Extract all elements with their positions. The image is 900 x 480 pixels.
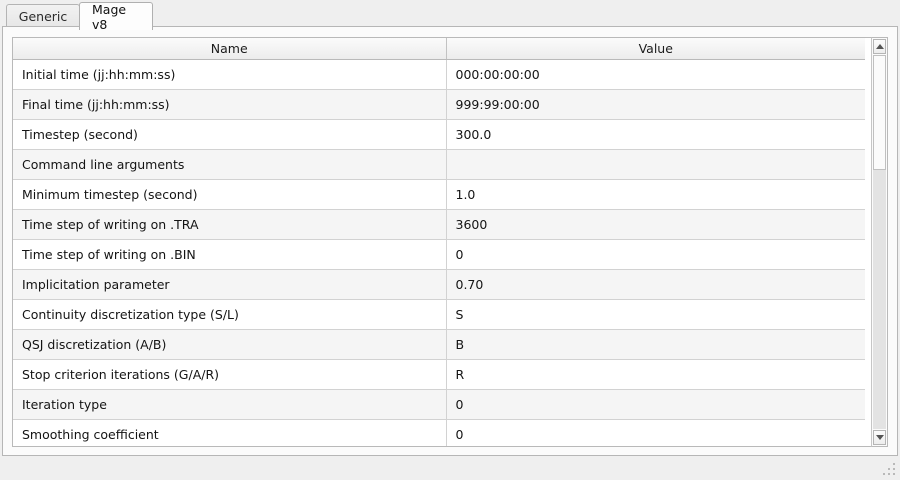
tab-bar: Generic Mage v8 xyxy=(2,1,898,32)
cell-name[interactable]: Command line arguments xyxy=(13,149,447,180)
tab-label: Generic xyxy=(18,9,68,24)
table-row[interactable]: Implicitation parameter 0.70 xyxy=(13,269,865,300)
vertical-scrollbar[interactable] xyxy=(871,37,888,447)
cell-value[interactable]: 999:99:00:00 xyxy=(446,89,865,120)
cell-name[interactable]: Implicitation parameter xyxy=(13,269,447,300)
table-row[interactable]: Time step of writing on .BIN 0 xyxy=(13,239,865,270)
cell-value[interactable]: 3600 xyxy=(446,209,865,240)
scrollbar-track[interactable] xyxy=(873,55,886,429)
cell-name[interactable]: Time step of writing on .BIN xyxy=(13,239,447,270)
table-header: Name Value xyxy=(13,38,865,60)
grip-dot xyxy=(888,468,890,470)
resize-grip-icon[interactable] xyxy=(881,461,897,477)
cell-name[interactable]: Initial time (jj:hh:mm:ss) xyxy=(13,59,447,90)
table-row[interactable]: Continuity discretization type (S/L) S xyxy=(13,299,865,330)
tab-label: Mage v8 xyxy=(92,1,127,32)
cell-name[interactable]: Final time (jj:hh:mm:ss) xyxy=(13,89,447,120)
table-row[interactable]: Iteration type 0 xyxy=(13,389,865,420)
table-row[interactable]: Smoothing coefficient 0 xyxy=(13,419,865,446)
table-row[interactable]: Command line arguments xyxy=(13,149,865,180)
triangle-up-icon xyxy=(875,44,884,49)
cell-value[interactable]: S xyxy=(446,299,865,330)
table-header-row: Name Value xyxy=(13,38,865,60)
cell-name[interactable]: Time step of writing on .TRA xyxy=(13,209,447,240)
parameters-table: Name Value Initial time (jj:hh:mm:ss) 000… xyxy=(13,38,865,446)
tab-mage-v8[interactable]: Mage v8 xyxy=(79,1,153,32)
table-row[interactable]: Final time (jj:hh:mm:ss) 999:99:00:00 xyxy=(13,89,865,120)
grip-dot xyxy=(893,473,895,475)
cell-name[interactable]: Smoothing coefficient xyxy=(13,419,447,446)
cell-value[interactable]: 1.0 xyxy=(446,179,865,210)
scroll-down-button[interactable] xyxy=(873,430,886,445)
parameters-table-viewport: Name Value Initial time (jj:hh:mm:ss) 000… xyxy=(12,37,880,447)
column-header-value[interactable]: Value xyxy=(446,38,865,60)
grip-dot xyxy=(893,468,895,470)
cell-value[interactable]: 0 xyxy=(446,389,865,420)
scroll-up-button[interactable] xyxy=(873,39,886,54)
tab-generic[interactable]: Generic xyxy=(6,4,80,28)
table-row[interactable]: Initial time (jj:hh:mm:ss) 000:00:00:00 xyxy=(13,59,865,90)
table-row[interactable]: Stop criterion iterations (G/A/R) R xyxy=(13,359,865,390)
cell-value[interactable]: 0 xyxy=(446,419,865,446)
scrollbar-thumb[interactable] xyxy=(873,55,886,170)
table-row[interactable]: Minimum timestep (second) 1.0 xyxy=(13,179,865,210)
cell-value[interactable]: R xyxy=(446,359,865,390)
triangle-down-icon xyxy=(875,435,884,440)
cell-value[interactable] xyxy=(446,149,865,180)
grip-dot xyxy=(888,473,890,475)
column-header-name[interactable]: Name xyxy=(13,38,447,60)
grip-dot xyxy=(883,473,885,475)
grip-dot xyxy=(893,463,895,465)
cell-value[interactable]: 000:00:00:00 xyxy=(446,59,865,90)
cell-name[interactable]: Continuity discretization type (S/L) xyxy=(13,299,447,330)
tab-content-panel: Name Value Initial time (jj:hh:mm:ss) 000… xyxy=(2,26,898,456)
cell-value[interactable]: 0.70 xyxy=(446,269,865,300)
cell-value[interactable]: B xyxy=(446,329,865,360)
cell-name[interactable]: Stop criterion iterations (G/A/R) xyxy=(13,359,447,390)
table-row[interactable]: Time step of writing on .TRA 3600 xyxy=(13,209,865,240)
cell-value[interactable]: 300.0 xyxy=(446,119,865,150)
cell-name[interactable]: Iteration type xyxy=(13,389,447,420)
cell-value[interactable]: 0 xyxy=(446,239,865,270)
cell-name[interactable]: Minimum timestep (second) xyxy=(13,179,447,210)
table-row[interactable]: QSJ discretization (A/B) B xyxy=(13,329,865,360)
parameters-table-inner: Name Value Initial time (jj:hh:mm:ss) 000… xyxy=(13,38,865,446)
table-body: Initial time (jj:hh:mm:ss) 000:00:00:00 Fi… xyxy=(13,59,865,446)
table-row[interactable]: Timestep (second) 300.0 xyxy=(13,119,865,150)
cell-name[interactable]: QSJ discretization (A/B) xyxy=(13,329,447,360)
cell-name[interactable]: Timestep (second) xyxy=(13,119,447,150)
